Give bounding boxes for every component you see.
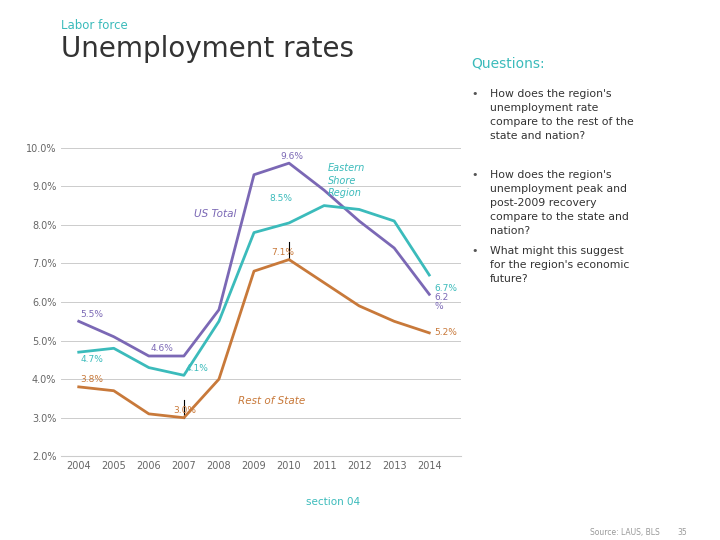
Text: 3.8%: 3.8% bbox=[81, 375, 104, 384]
Text: 6.2
%: 6.2 % bbox=[434, 293, 449, 312]
Text: Questions:: Questions: bbox=[472, 57, 545, 71]
Text: 4.7%: 4.7% bbox=[81, 355, 104, 364]
Text: 5.2%: 5.2% bbox=[434, 328, 457, 338]
Text: How does the region's
unemployment rate
compare to the rest of the
state and nat: How does the region's unemployment rate … bbox=[490, 89, 634, 141]
Text: 8.5%: 8.5% bbox=[270, 194, 293, 203]
Text: Unemployment rates: Unemployment rates bbox=[61, 35, 354, 63]
Text: Eastern
Shore
Region: Eastern Shore Region bbox=[328, 163, 365, 198]
Text: •: • bbox=[472, 246, 478, 256]
Text: section 04: section 04 bbox=[306, 496, 361, 507]
Text: 3.0%: 3.0% bbox=[174, 406, 197, 415]
Text: Rest of State: Rest of State bbox=[238, 396, 305, 406]
Text: 7.1%: 7.1% bbox=[271, 248, 294, 257]
Text: •: • bbox=[472, 89, 478, 99]
Text: 35: 35 bbox=[678, 528, 688, 537]
Text: 4.1%: 4.1% bbox=[186, 363, 209, 373]
Text: US Total: US Total bbox=[194, 209, 237, 219]
Text: 6.7%: 6.7% bbox=[434, 284, 457, 293]
Text: 5.5%: 5.5% bbox=[81, 309, 104, 319]
Text: 9.6%: 9.6% bbox=[280, 152, 303, 160]
Text: What might this suggest
for the region's economic
future?: What might this suggest for the region's… bbox=[490, 246, 629, 284]
Text: How does the region's
unemployment peak and
post-2009 recovery
compare to the st: How does the region's unemployment peak … bbox=[490, 170, 629, 236]
Text: 4.6%: 4.6% bbox=[150, 345, 174, 353]
Text: Labor force: Labor force bbox=[61, 19, 128, 32]
Text: Source: LAUS, BLS: Source: LAUS, BLS bbox=[590, 528, 660, 537]
Text: •: • bbox=[472, 170, 478, 180]
